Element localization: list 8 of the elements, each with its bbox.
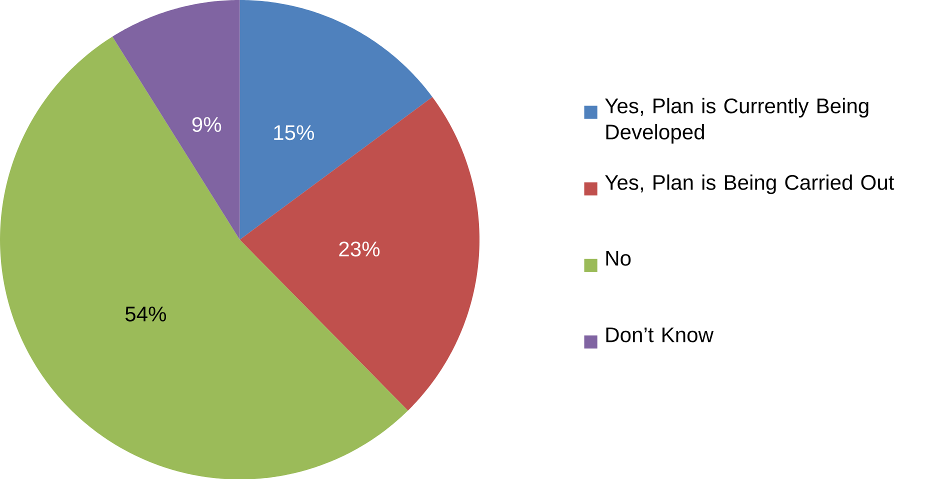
legend-label: No — [606, 250, 631, 266]
legend-label: Yes, Plan is Being Carried Out — [605, 174, 894, 194]
data-label: 9% — [192, 116, 222, 132]
data-label: 54% — [125, 306, 166, 322]
legend-label: Yes, Plan is Currently Being Developed — [605, 98, 868, 144]
legend-label: Don’t Know — [606, 327, 714, 342]
data-label: 23% — [339, 241, 380, 256]
data-label: 15% — [274, 125, 314, 140]
